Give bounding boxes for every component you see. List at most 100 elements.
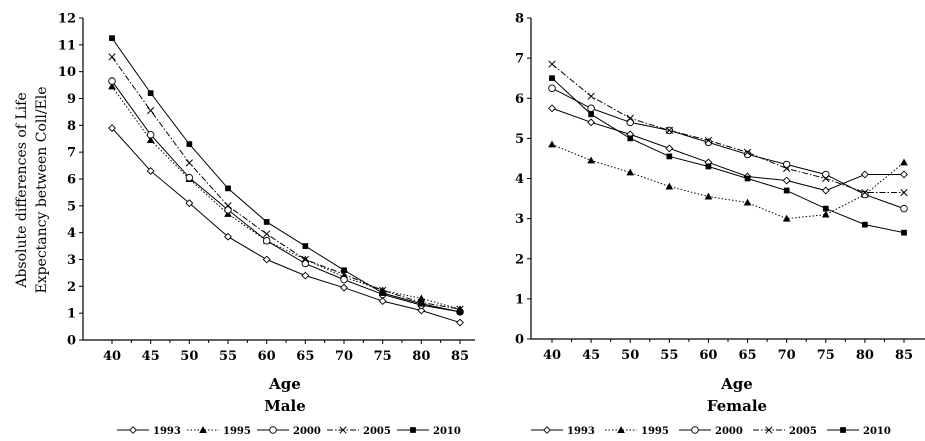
legend-label: 1993 bbox=[567, 426, 595, 437]
data-point bbox=[587, 118, 596, 127]
data-point bbox=[626, 168, 635, 176]
data-point bbox=[417, 306, 426, 315]
y-tick-label: 2 bbox=[515, 252, 524, 267]
data-point bbox=[743, 148, 752, 157]
series-line-2000 bbox=[111, 80, 461, 313]
data-point bbox=[548, 140, 556, 148]
series-2010 bbox=[549, 75, 907, 236]
data-point bbox=[704, 136, 713, 145]
series-1995 bbox=[108, 82, 464, 313]
y-tick-label: 3 bbox=[67, 253, 76, 268]
legend-item-2000: 2000 bbox=[679, 426, 743, 437]
x-tick-label: 85 bbox=[895, 348, 913, 363]
legend-marker bbox=[410, 427, 416, 433]
data-point bbox=[146, 130, 155, 139]
x-tick-label: 75 bbox=[374, 349, 392, 364]
data-point bbox=[626, 118, 634, 127]
data-point bbox=[861, 188, 869, 197]
legend-item-2000: 2000 bbox=[257, 426, 321, 437]
data-point bbox=[456, 318, 464, 327]
data-point bbox=[263, 230, 271, 238]
data-point bbox=[108, 82, 116, 90]
data-point bbox=[302, 243, 309, 249]
series-line-2000 bbox=[551, 87, 905, 210]
data-point bbox=[900, 170, 908, 179]
series-line-1995 bbox=[551, 143, 905, 220]
male-chart: Absolute differences of Life Expectancy … bbox=[14, 12, 475, 437]
x-tick-label: 45 bbox=[582, 348, 600, 363]
legend-item-1995: 1995 bbox=[187, 426, 251, 437]
data-point bbox=[821, 186, 830, 195]
legend-label: 2010 bbox=[863, 426, 891, 437]
data-point bbox=[263, 219, 270, 225]
data-point bbox=[627, 135, 634, 142]
data-point bbox=[587, 156, 595, 164]
y-tick-label: 12 bbox=[58, 12, 76, 27]
y-tick-label: 4 bbox=[515, 172, 524, 187]
x-tick-label: 50 bbox=[621, 348, 639, 363]
legend-item-1993: 1993 bbox=[117, 426, 181, 437]
series-2005 bbox=[548, 60, 908, 197]
x-tick-label: 45 bbox=[142, 349, 160, 364]
series-2010 bbox=[109, 35, 463, 315]
x-tick-label: 65 bbox=[739, 348, 757, 363]
data-point bbox=[588, 111, 594, 118]
y-tick-label: 8 bbox=[67, 119, 76, 134]
data-point bbox=[262, 255, 271, 264]
series-line-2005 bbox=[111, 56, 461, 310]
series-line-1993 bbox=[551, 107, 904, 192]
series-line-2010 bbox=[551, 77, 905, 234]
legend-marker bbox=[543, 426, 551, 434]
legend-item-2010: 2010 bbox=[827, 426, 891, 437]
legend-label: 2000 bbox=[715, 426, 743, 437]
data-point bbox=[705, 163, 712, 170]
y-tick-label: 1 bbox=[515, 292, 524, 307]
data-point bbox=[224, 206, 232, 214]
legend-label: 2010 bbox=[433, 426, 461, 437]
data-point bbox=[782, 214, 791, 222]
data-point bbox=[186, 141, 193, 147]
chart-title: Male bbox=[264, 397, 306, 415]
legend: 1993 1995 2000 2005 2010 bbox=[531, 426, 891, 437]
data-point bbox=[185, 199, 194, 208]
data-point bbox=[743, 198, 752, 206]
y-tick-label: 0 bbox=[67, 334, 76, 349]
data-point bbox=[146, 167, 155, 175]
y-tick-label: 7 bbox=[67, 146, 76, 161]
series-1995 bbox=[548, 140, 908, 222]
legend-label: 1995 bbox=[223, 426, 251, 437]
data-point bbox=[665, 144, 674, 153]
data-point bbox=[783, 187, 790, 194]
data-point bbox=[108, 53, 116, 61]
legend-item-1993: 1993 bbox=[531, 426, 595, 437]
x-axis-label: Age bbox=[720, 375, 753, 393]
y-tick-label: 5 bbox=[515, 132, 524, 147]
data-point bbox=[783, 164, 791, 173]
legend-marker bbox=[840, 427, 846, 433]
x-axis-label: Age bbox=[268, 375, 301, 393]
data-point bbox=[108, 124, 116, 132]
legend-marker bbox=[691, 426, 699, 434]
data-point bbox=[548, 84, 556, 92]
series-1993 bbox=[548, 104, 908, 195]
data-point bbox=[147, 106, 155, 115]
data-point bbox=[744, 175, 751, 182]
y-tick-label: 6 bbox=[67, 173, 76, 188]
data-point bbox=[224, 232, 232, 241]
y-tick-label: 8 bbox=[515, 12, 524, 27]
data-point bbox=[822, 174, 830, 183]
legend-item-1995: 1995 bbox=[605, 426, 669, 437]
y-tick-label: 7 bbox=[515, 52, 524, 67]
legend-label: 1993 bbox=[153, 426, 181, 437]
legend-marker bbox=[269, 426, 277, 434]
data-point bbox=[626, 114, 634, 122]
data-point bbox=[301, 259, 310, 268]
series-line-2005 bbox=[551, 63, 904, 194]
legend: 1993 1995 2000 2005 2010 bbox=[117, 426, 461, 437]
x-tick-label: 70 bbox=[778, 348, 796, 363]
legend-item-2005: 2005 bbox=[753, 426, 817, 437]
data-point bbox=[822, 205, 829, 212]
data-point bbox=[418, 300, 425, 307]
